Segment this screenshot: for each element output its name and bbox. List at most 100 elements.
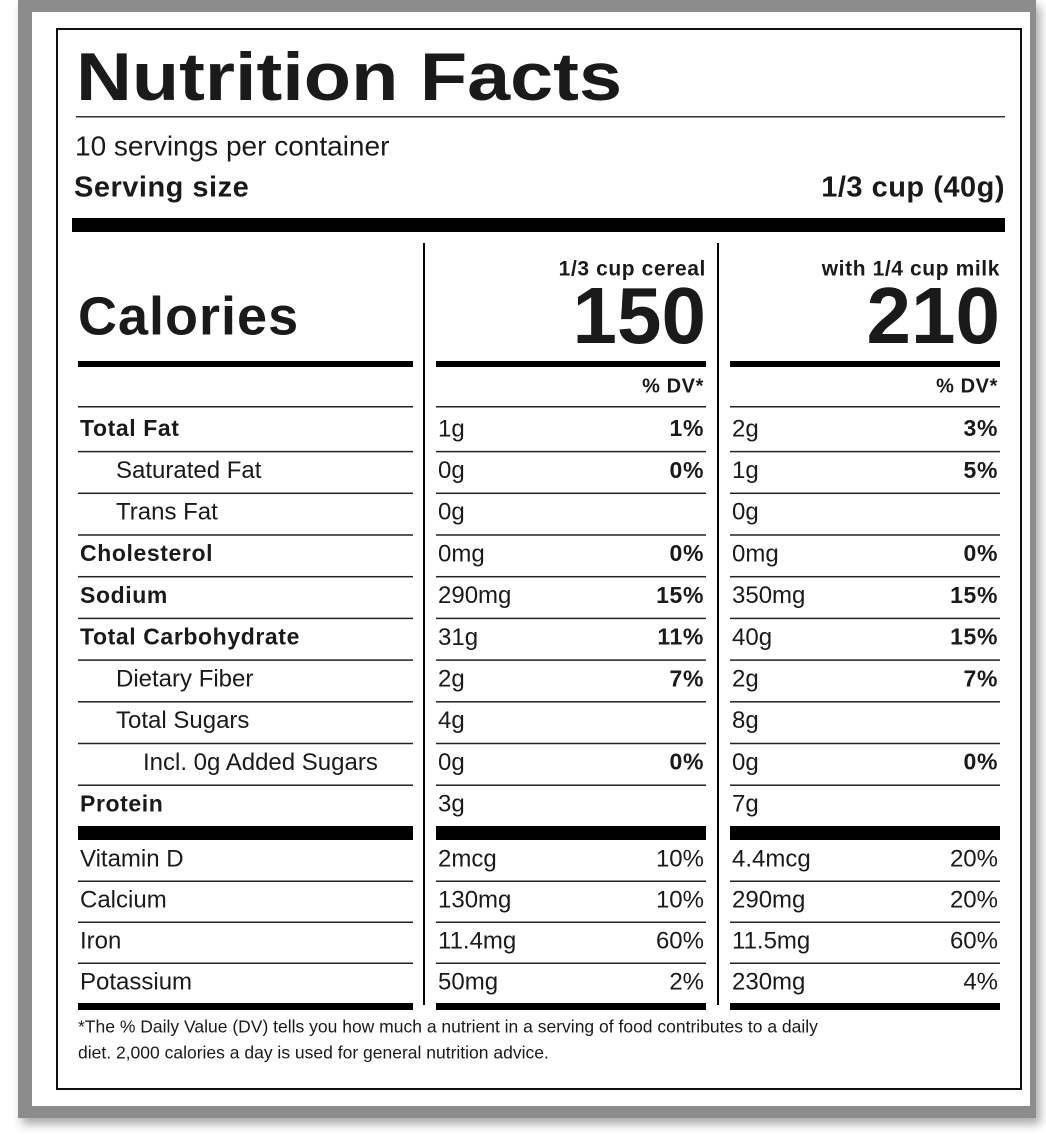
- nutrient-name: Total Carbohydrate: [80, 624, 300, 650]
- row-rule: [730, 921, 1000, 923]
- daily-value: 1%: [670, 415, 704, 441]
- daily-value: 0%: [964, 749, 998, 775]
- daily-value: 10%: [656, 845, 704, 872]
- amount: 0mg: [732, 540, 779, 567]
- nutrient-name: Sodium: [80, 582, 168, 608]
- daily-value: 3%: [964, 415, 998, 441]
- row-rule: [78, 880, 413, 882]
- daily-value: 11%: [657, 624, 704, 650]
- row-rule: [78, 406, 413, 408]
- thick-rule: [436, 361, 706, 367]
- row-rule: [78, 962, 413, 964]
- daily-value: 7%: [964, 665, 998, 691]
- thick-rule: [730, 1003, 1000, 1010]
- amount: 0mg: [438, 540, 485, 567]
- panel: [32, 12, 1030, 1106]
- calories-value: 150: [573, 271, 706, 360]
- thick-rule: [436, 826, 706, 840]
- row-rule: [78, 450, 413, 453]
- row-rule: [78, 575, 413, 578]
- daily-value: 5%: [964, 457, 998, 483]
- label-border: [56, 28, 1022, 1090]
- amount: 2mcg: [438, 845, 497, 872]
- row-rule: [436, 617, 706, 620]
- amount: 40g: [732, 624, 772, 651]
- row-rule: [78, 617, 413, 620]
- amount: 11.4mg: [438, 927, 516, 954]
- dv-header: % DV*: [642, 375, 704, 397]
- daily-value: 0%: [670, 749, 704, 775]
- amount: 230mg: [732, 968, 805, 995]
- daily-value: 20%: [950, 886, 998, 913]
- nutrient-name: Protein: [80, 790, 163, 816]
- amount: 2g: [732, 666, 759, 693]
- daily-value: 2%: [669, 968, 704, 995]
- dv-header: % DV*: [936, 375, 998, 397]
- daily-value: 15%: [950, 624, 998, 650]
- nutrient-name: Iron: [80, 927, 121, 954]
- row-rule: [730, 701, 1000, 703]
- nutrient-name: Trans Fat: [116, 499, 218, 526]
- amount: 290mg: [438, 582, 511, 609]
- row-rule: [730, 659, 1000, 661]
- row-rule: [436, 534, 706, 536]
- amount: 0g: [732, 749, 759, 776]
- thick-rule: [730, 826, 1000, 840]
- daily-value: 15%: [950, 582, 998, 608]
- row-rule: [730, 784, 1000, 786]
- footnote: diet. 2,000 calories a day is used for g…: [78, 1043, 549, 1063]
- nutrient-name: Vitamin D: [80, 845, 184, 872]
- row-rule: [436, 659, 706, 661]
- row-rule: [730, 617, 1000, 620]
- serving-size-value: 1/3 cup (40g): [821, 172, 1005, 204]
- row-rule: [730, 962, 1000, 964]
- amount: 1g: [732, 457, 759, 484]
- daily-value: 10%: [656, 886, 704, 913]
- nutrient-name: Incl. 0g Added Sugars: [143, 749, 378, 776]
- row-rule: [78, 742, 413, 745]
- row-rule: [78, 534, 413, 536]
- daily-value: 0%: [964, 540, 998, 566]
- daily-value: 7%: [670, 665, 704, 691]
- footnote: *The % Daily Value (DV) tells you how mu…: [78, 1017, 818, 1037]
- row-rule: [730, 406, 1000, 408]
- daily-value: 0%: [670, 540, 704, 566]
- row-rule: [78, 659, 413, 661]
- row-rule: [436, 492, 706, 495]
- row-rule: [78, 921, 413, 923]
- daily-value: 15%: [656, 582, 704, 608]
- column-heading: 1/3 cup cereal: [559, 258, 706, 281]
- column-divider: [423, 243, 425, 1005]
- amount: 2g: [438, 666, 465, 693]
- amount: 50mg: [438, 968, 498, 995]
- row-rule: [436, 962, 706, 964]
- nutrient-name: Cholesterol: [80, 540, 213, 566]
- calories-value: 210: [867, 271, 1000, 360]
- amount: 11.5mg: [732, 927, 810, 954]
- row-rule: [436, 575, 706, 578]
- row-rule: [436, 880, 706, 882]
- amount: 0g: [438, 749, 465, 776]
- serving-size-label: Serving size: [74, 172, 249, 204]
- row-rule: [78, 492, 413, 495]
- thick-rule: [78, 1003, 413, 1010]
- row-rule: [436, 784, 706, 786]
- row-rule: [436, 701, 706, 703]
- amount: 290mg: [732, 886, 805, 913]
- amount: 350mg: [732, 582, 805, 609]
- nutrient-name: Total Fat: [80, 415, 180, 441]
- thick-rule: [436, 1003, 706, 1010]
- nutrient-name: Potassium: [80, 968, 192, 995]
- thick-rule: [78, 361, 413, 367]
- amount: 31g: [438, 624, 478, 651]
- column-divider: [717, 243, 719, 1005]
- daily-value: 0%: [670, 457, 704, 483]
- amount: 7g: [732, 791, 759, 818]
- row-rule: [730, 492, 1000, 495]
- column-heading: with 1/4 cup milk: [821, 258, 1000, 281]
- amount: 3g: [438, 791, 465, 818]
- amount: 1g: [438, 415, 465, 442]
- nutrient-name: Dietary Fiber: [116, 666, 253, 693]
